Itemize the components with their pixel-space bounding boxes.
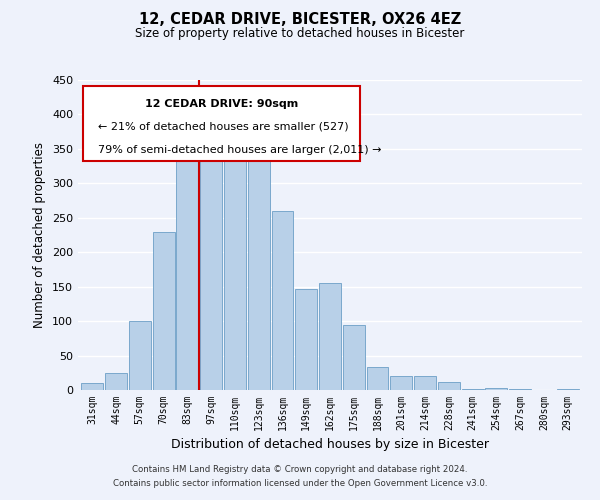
Bar [82, 383, 103, 390]
Text: ← 21% of detached houses are smaller (527): ← 21% of detached houses are smaller (52… [98, 122, 349, 132]
Bar [200, 135, 222, 390]
Bar [438, 382, 460, 390]
Bar [176, 138, 198, 390]
Text: 79% of semi-detached houses are larger (2,011) →: 79% of semi-detached houses are larger (… [98, 145, 382, 155]
Bar [129, 321, 151, 390]
Bar [272, 211, 293, 390]
Bar [343, 324, 365, 390]
Bar [485, 388, 508, 390]
Bar [319, 283, 341, 390]
FancyBboxPatch shape [83, 86, 360, 160]
Text: Contains HM Land Registry data © Crown copyright and database right 2024.
Contai: Contains HM Land Registry data © Crown c… [113, 466, 487, 487]
Bar [105, 373, 127, 390]
Bar [152, 232, 175, 390]
Bar [224, 132, 246, 390]
Bar [462, 388, 484, 390]
Text: Size of property relative to detached houses in Bicester: Size of property relative to detached ho… [136, 28, 464, 40]
Bar [557, 388, 578, 390]
Bar [248, 144, 269, 390]
X-axis label: Distribution of detached houses by size in Bicester: Distribution of detached houses by size … [171, 438, 489, 452]
Bar [295, 288, 317, 390]
Text: 12, CEDAR DRIVE, BICESTER, OX26 4EZ: 12, CEDAR DRIVE, BICESTER, OX26 4EZ [139, 12, 461, 28]
Bar [414, 376, 436, 390]
Y-axis label: Number of detached properties: Number of detached properties [34, 142, 46, 328]
Bar [367, 368, 388, 390]
Text: 12 CEDAR DRIVE: 90sqm: 12 CEDAR DRIVE: 90sqm [145, 98, 298, 108]
Bar [391, 376, 412, 390]
